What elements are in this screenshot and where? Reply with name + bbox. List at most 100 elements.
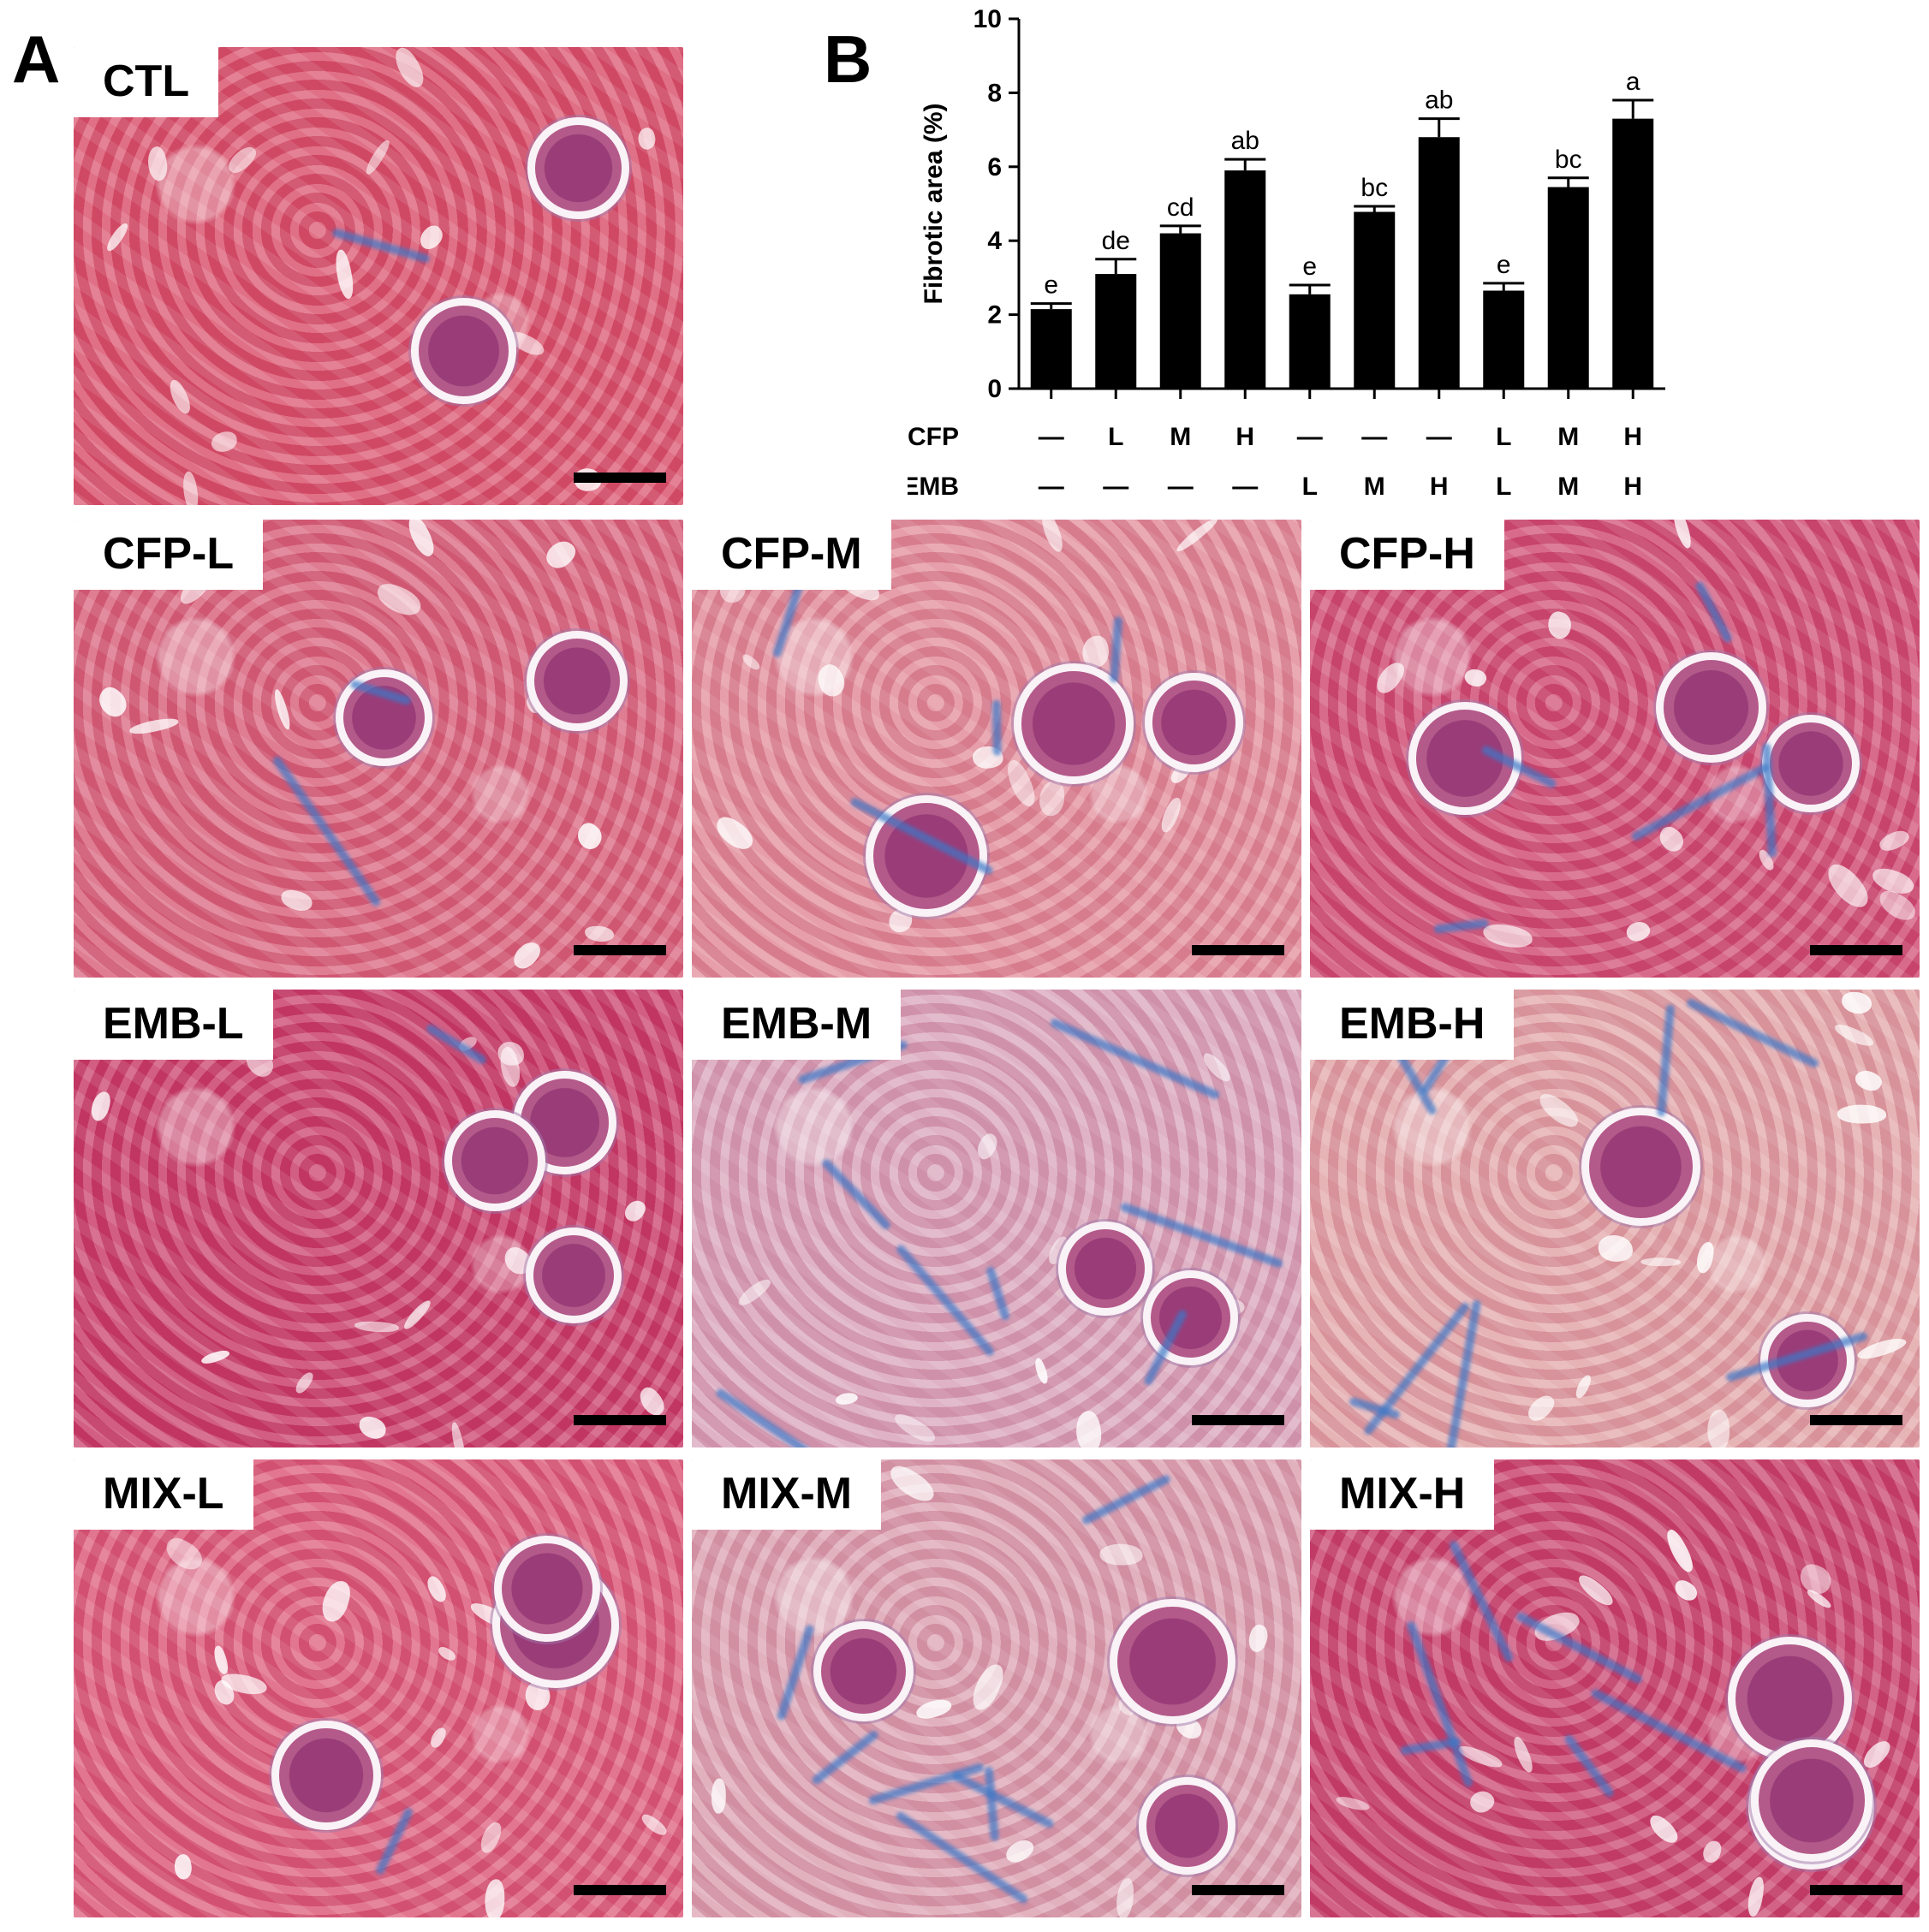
y-axis-label: Fibrotic area (%) (920, 103, 948, 304)
tubule-lumen (1640, 1257, 1682, 1267)
micrograph-cfp-h: CFP-H (1310, 520, 1920, 978)
micrograph-emb-l: EMB-L (74, 990, 683, 1448)
factor-level: — (1168, 473, 1194, 501)
micrograph-label: MIX-M (692, 1459, 882, 1530)
micrograph-label: CFP-M (692, 520, 891, 590)
bar (1030, 309, 1072, 389)
factor-level: H (1623, 423, 1642, 451)
factor-level: — (1232, 473, 1258, 501)
y-tick-label: 4 (987, 227, 1002, 255)
significance-letter: cd (1167, 193, 1194, 222)
glomerulus (271, 1720, 382, 1830)
factor-level: L (1496, 423, 1511, 451)
micrograph-mix-m: MIX-M (692, 1459, 1301, 1917)
glomerulus (1144, 672, 1244, 772)
fibrosis-streak (991, 699, 1002, 756)
micrograph-emb-h: EMB-H (1310, 990, 1920, 1448)
significance-letter: bc (1360, 174, 1388, 202)
scale-bar (1810, 1415, 1902, 1425)
bar (1418, 137, 1460, 389)
glomerulus (527, 117, 629, 219)
factor-level: M (1557, 423, 1579, 451)
tubule-lumen (484, 1878, 505, 1917)
micrograph-label: MIX-H (1310, 1459, 1495, 1530)
bar (1095, 274, 1137, 389)
micrograph-label: CFP-H (1310, 520, 1504, 590)
significance-letter: e (1044, 271, 1058, 300)
factor-level: — (1426, 423, 1452, 451)
significance-letter: a (1626, 68, 1640, 96)
factor-level: H (1235, 423, 1254, 451)
factor-level: H (1623, 473, 1642, 501)
micrograph-label: CFP-L (74, 520, 264, 590)
factor-level: — (1039, 423, 1064, 451)
scale-bar (574, 1885, 666, 1895)
scale-bar (574, 945, 666, 955)
y-tick-label: 2 (987, 301, 1002, 330)
glomerulus (1581, 1107, 1700, 1227)
micrograph-mix-l: MIX-L (74, 1459, 683, 1917)
factor-level: — (1361, 423, 1387, 451)
significance-letter: bc (1555, 146, 1582, 174)
y-tick-label: 10 (973, 5, 1002, 33)
glomerulus (1138, 1777, 1236, 1875)
panel-letter-a: A (12, 21, 61, 97)
factor-level: M (1170, 423, 1191, 451)
bar (1224, 170, 1266, 389)
glomerulus (1058, 1222, 1152, 1317)
glomerulus (813, 1620, 914, 1721)
glomerulus (1762, 715, 1861, 813)
scale-bar (1192, 1415, 1284, 1425)
bar (1547, 187, 1589, 389)
factor-level: M (1364, 473, 1385, 501)
glomerulus (525, 1227, 622, 1324)
glomerulus (444, 1110, 545, 1211)
glomerulus (866, 795, 988, 918)
glomerulus (410, 298, 517, 404)
micrograph-label: EMB-H (1310, 990, 1515, 1060)
y-tick-label: 0 (987, 375, 1002, 403)
tissue-texture (692, 990, 1301, 1448)
y-tick-label: 6 (987, 153, 1002, 181)
bar (1354, 211, 1396, 389)
significance-letter: de (1102, 227, 1130, 255)
bar (1483, 290, 1525, 389)
scale-bar (574, 1415, 666, 1425)
significance-letter: e (1302, 253, 1317, 281)
factor-level: H (1430, 473, 1449, 501)
glomerulus (1143, 1270, 1239, 1366)
y-tick-label: 8 (987, 79, 1002, 107)
bar (1612, 118, 1654, 389)
scale-bar (574, 473, 666, 483)
bar (1159, 233, 1201, 389)
tissue-texture (74, 1459, 683, 1917)
micrograph-label: EMB-L (74, 990, 273, 1060)
micrograph-mix-h: MIX-H (1310, 1459, 1920, 1917)
glomerulus (1655, 652, 1766, 764)
micrograph-label: EMB-M (692, 990, 902, 1060)
significance-letter: ab (1231, 127, 1259, 155)
factor-row-name: CFP (908, 423, 959, 451)
significance-letter: e (1497, 251, 1511, 279)
micrograph-label: CTL (74, 47, 219, 117)
micrograph-cfp-m: CFP-M (692, 520, 1301, 978)
fibrotic-area-bar-chart: 0 2 4 6 8 10 Fibrotic area (%) e de cd ab e bc ab e bc a… (908, 5, 1665, 501)
scale-bar (1192, 1885, 1284, 1895)
factor-level: — (1039, 473, 1064, 501)
glomerulus (493, 1535, 600, 1643)
factor-level: L (1302, 473, 1318, 501)
factor-level: L (1108, 423, 1123, 451)
scale-bar (1192, 945, 1284, 955)
factor-row-name: EMB (908, 473, 959, 501)
bar (1289, 294, 1331, 389)
micrograph-label: MIX-L (74, 1459, 253, 1530)
glomerulus (1013, 663, 1134, 784)
scale-bar (1810, 945, 1902, 955)
factor-level: — (1103, 473, 1128, 501)
micrograph-cfp-l: CFP-L (74, 520, 683, 978)
tissue-texture (74, 990, 683, 1448)
glomerulus (1760, 1313, 1855, 1408)
scale-bar (1810, 1885, 1902, 1895)
glomerulus (527, 631, 628, 732)
factor-level: M (1557, 473, 1579, 501)
